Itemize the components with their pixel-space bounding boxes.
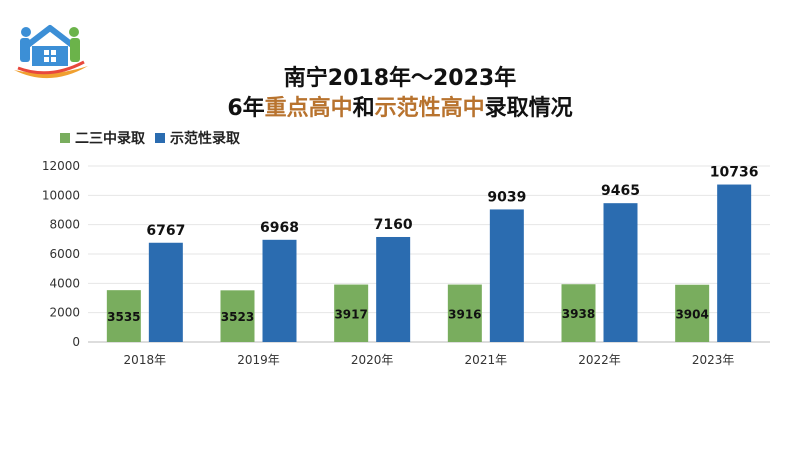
bar-blue-2022年 xyxy=(603,203,638,342)
bar-green-2019年 xyxy=(220,290,255,342)
y-tick-label: 0 xyxy=(72,335,80,349)
x-tick-label: 2023年 xyxy=(692,353,735,367)
data-label-green: 3904 xyxy=(675,307,708,321)
bar-blue-2019年 xyxy=(262,239,297,342)
logo-roof xyxy=(22,25,78,51)
data-label-blue: 9465 xyxy=(601,183,640,199)
chart-title-line2: 6年重点高中和示范性高中录取情况 xyxy=(0,90,800,122)
logo-house-family-icon xyxy=(14,25,88,79)
chart-legend: 二三中录取 示范性录取 xyxy=(60,128,250,148)
logo-swoosh-orange xyxy=(14,66,88,79)
bar-green-2018年 xyxy=(106,290,141,342)
title-line2-part-4: 录取情况 xyxy=(484,96,573,121)
data-label-green: 3917 xyxy=(334,307,367,321)
legend-label-series-1: 二三中录取 xyxy=(75,131,145,147)
y-tick-label: 4000 xyxy=(49,276,80,290)
data-label-green: 3523 xyxy=(221,310,254,324)
logo-swoosh-red xyxy=(17,60,85,75)
title-line2-part-3: 示范性高中 xyxy=(374,96,485,121)
legend-swatch-green xyxy=(60,133,70,143)
data-label-blue: 9039 xyxy=(487,189,526,205)
legend-label-series-2: 示范性录取 xyxy=(170,131,240,147)
bar-green-2020年 xyxy=(334,284,369,342)
y-tick-label: 2000 xyxy=(49,306,80,320)
y-tick-label: 6000 xyxy=(49,247,80,261)
bar-blue-2021年 xyxy=(489,209,524,342)
bar-green-2022年 xyxy=(561,284,596,342)
x-tick-label: 2020年 xyxy=(351,353,394,367)
y-tick-label: 12000 xyxy=(42,159,80,173)
y-tick-label: 8000 xyxy=(49,218,80,232)
data-label-blue: 6968 xyxy=(260,220,299,236)
data-label-blue: 7160 xyxy=(374,217,413,233)
title-line2-part-0: 6年 xyxy=(227,96,265,121)
bar-blue-2018年 xyxy=(148,242,183,342)
logo-person-right-body xyxy=(70,38,80,62)
title-line2-part-1: 重点高中 xyxy=(264,96,353,121)
bar-blue-2023年 xyxy=(717,184,752,342)
bar-green-2023年 xyxy=(675,284,710,342)
x-tick-label: 2022年 xyxy=(578,353,621,367)
x-tick-label: 2019年 xyxy=(237,353,280,367)
data-label-green: 3938 xyxy=(562,307,595,321)
chart-title-line1: 南宁2018年～2023年 xyxy=(283,66,517,91)
data-label-blue: 10736 xyxy=(710,165,759,181)
x-tick-label: 2018年 xyxy=(124,353,167,367)
legend-item-series-1: 二三中录取 xyxy=(60,128,145,148)
bar-green-2021年 xyxy=(447,284,482,342)
logo-person-left-head xyxy=(21,27,31,37)
logo-person-left-body xyxy=(20,38,30,62)
logo-person-right-head xyxy=(69,27,79,37)
legend-item-series-2: 示范性录取 xyxy=(155,128,240,148)
legend-swatch-blue xyxy=(155,133,165,143)
data-label-green: 3535 xyxy=(107,310,140,324)
title-line2-part-2: 和 xyxy=(352,96,375,121)
data-label-green: 3916 xyxy=(448,307,481,321)
bar-blue-2020年 xyxy=(376,236,411,342)
y-tick-label: 10000 xyxy=(42,188,80,202)
data-label-blue: 6767 xyxy=(146,223,185,239)
x-tick-label: 2021年 xyxy=(465,353,508,367)
